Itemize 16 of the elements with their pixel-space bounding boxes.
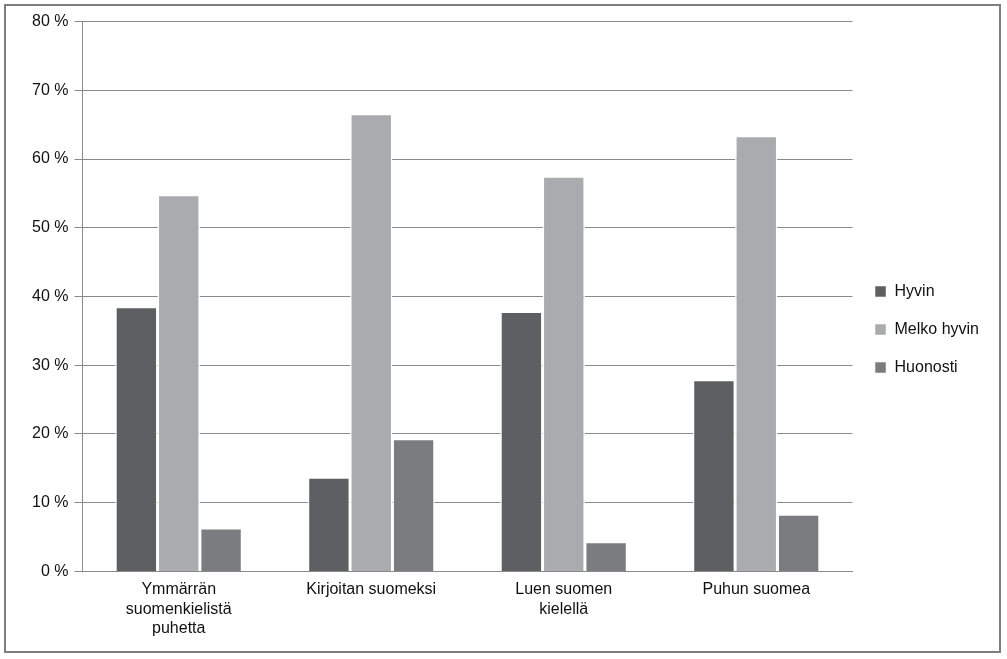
y-tick-label: 50 % — [32, 218, 69, 236]
x-tick-label: Luen suomen kielellä — [515, 580, 613, 617]
x-tick-label: Ymmärrän suomenkielistä puhetta — [125, 580, 232, 636]
legend-label: Huonosti — [894, 357, 958, 375]
y-tick-label: 30 % — [32, 355, 69, 373]
x-tick-label: Kirjoitan suomeksi — [306, 580, 437, 598]
y-tick-label: 40 % — [32, 286, 69, 304]
y-tick-label: 60 % — [32, 149, 69, 167]
x-tick-label: Puhun suomea — [702, 580, 811, 598]
legend-label: Hyvin — [894, 281, 935, 299]
y-tick-label: 70 % — [32, 80, 69, 98]
legend-label: Melko hyvin — [894, 319, 980, 337]
y-tick-label: 80 % — [32, 12, 69, 30]
y-tick-label: 0 % — [40, 561, 69, 579]
y-tick-label: 20 % — [32, 424, 69, 442]
y-tick-label: 10 % — [32, 493, 69, 511]
